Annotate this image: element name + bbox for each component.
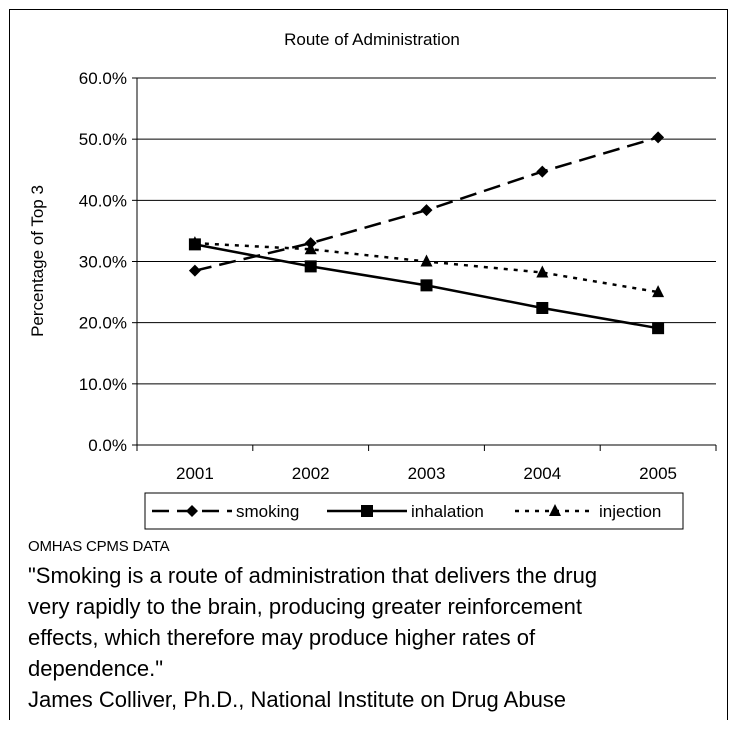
- series-group: [188, 131, 665, 335]
- data-point-inhalation: [188, 238, 201, 251]
- data-point-smoking: [420, 204, 433, 217]
- y-tick-label: 30.0%: [79, 253, 127, 272]
- quote-line: effects, which therefore may produce hig…: [28, 625, 536, 650]
- tick-labels: 0.0% 10.0% 20.0% 30.0% 40.0% 50.0% 60.0% 2001 20…: [79, 69, 677, 483]
- axes: [132, 77, 717, 451]
- x-tick-label: 2005: [639, 464, 677, 483]
- y-tick-label: 0.0%: [88, 436, 127, 455]
- data-point-inhalation: [420, 279, 433, 292]
- series-smoking: [188, 131, 665, 277]
- quote-line: very rapidly to the brain, producing gre…: [28, 594, 582, 619]
- y-tick-label: 20.0%: [79, 314, 127, 333]
- quote-text: "Smoking is a route of administration th…: [28, 560, 718, 684]
- quote-attribution: James Colliver, Ph.D., National Institut…: [28, 687, 567, 712]
- line-chart: Route of Administration 0.0% 10.0% 20.0% 30…: [28, 30, 717, 530]
- legend-label-inhalation: inhalation: [411, 502, 484, 521]
- grid-lines: [137, 77, 716, 385]
- x-tick-label: 2003: [408, 464, 446, 483]
- legend-box: [144, 492, 684, 530]
- data-point-injection: [420, 254, 433, 267]
- legend-label-smoking: smoking: [236, 502, 299, 521]
- source-note: OMHAS CPMS DATA: [28, 538, 170, 555]
- legend: smoking inhalation injection: [144, 492, 684, 530]
- series-line-smoking: [194, 136, 659, 272]
- data-point-inhalation: [652, 322, 665, 335]
- data-point-smoking: [188, 264, 201, 277]
- y-axis-label: Percentage of Top 3: [28, 185, 47, 337]
- data-point-inhalation: [536, 301, 549, 314]
- data-point-smoking: [652, 131, 665, 144]
- data-point-injection: [652, 285, 665, 298]
- legend-marker-inhalation: [361, 505, 373, 517]
- data-point-inhalation: [304, 260, 317, 273]
- x-tick-label: 2002: [292, 464, 330, 483]
- x-tick-label: 2004: [523, 464, 561, 483]
- legend-marker-injection: [549, 504, 561, 516]
- data-point-smoking: [304, 237, 317, 250]
- quote-line: dependence.": [28, 656, 164, 681]
- data-point-smoking: [536, 165, 549, 178]
- y-tick-label: 50.0%: [79, 130, 127, 149]
- chart-frame: [9, 9, 728, 720]
- chart-title: Route of Administration: [284, 30, 460, 49]
- y-tick-label: 10.0%: [79, 375, 127, 394]
- series-inhalation: [188, 238, 665, 335]
- data-point-injection: [536, 265, 549, 278]
- x-tick-label: 2001: [176, 464, 214, 483]
- y-tick-label: 60.0%: [79, 69, 127, 88]
- y-tick-label: 40.0%: [79, 191, 127, 210]
- quote-line: "Smoking is a route of administration th…: [28, 563, 598, 588]
- legend-label-injection: injection: [599, 502, 661, 521]
- legend-marker-smoking: [186, 505, 198, 517]
